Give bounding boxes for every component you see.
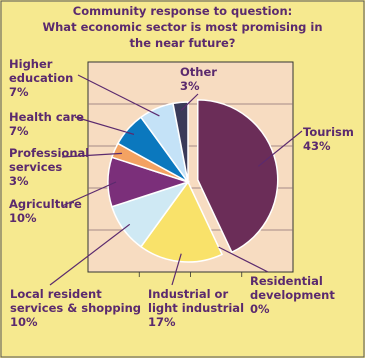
label-local-line-1: Local resident: [10, 287, 102, 301]
label-other: Other 3%: [180, 65, 217, 93]
label-other-name: Other: [180, 65, 217, 79]
leader-line-professional: [61, 152, 122, 158]
label-residential: Residential development 0%: [250, 274, 335, 316]
leader-line-health-care: [74, 116, 135, 135]
pie-slice-other: [172, 101, 189, 183]
label-health-name: Health care: [9, 110, 84, 124]
label-residential-pct: 0%: [250, 302, 270, 316]
label-industrial-line-1: Industrial or: [148, 287, 229, 301]
label-residential-line-2: development: [250, 288, 335, 302]
label-health-pct: 7%: [9, 124, 29, 138]
leader-line-residential: [218, 246, 269, 273]
label-agriculture-name: Agriculture: [9, 197, 82, 211]
chart-title-line-2: What economic sector is most promising i…: [42, 20, 323, 34]
label-higher-pct: 7%: [9, 85, 29, 99]
label-professional-line-1: Professional: [9, 146, 90, 160]
label-tourism: Tourism 43%: [303, 125, 354, 153]
leader-line-agriculture: [61, 181, 117, 207]
pie-slices: [107, 99, 279, 263]
label-industrial-pct: 17%: [148, 315, 176, 329]
pie-slice-industrial-or-light-industrial: [139, 180, 224, 263]
label-professional: Professional services 3%: [9, 146, 89, 188]
label-higher-education: Higher education 7%: [9, 57, 73, 99]
label-local-pct: 10%: [10, 315, 38, 329]
label-higher-line-1: Higher: [9, 57, 53, 71]
chart-title-line-3: the near future?: [129, 36, 236, 50]
label-other-pct: 3%: [180, 79, 200, 93]
leader-line-tourism: [257, 130, 303, 167]
leader-line-local-resident: [49, 223, 131, 286]
leader-line-higher-education: [77, 74, 160, 117]
leader-line-other: [180, 93, 199, 111]
label-industrial: Industrial or light industrial 17%: [148, 287, 244, 329]
label-health-care: Health care 7%: [9, 110, 84, 138]
label-agriculture-pct: 10%: [9, 211, 37, 225]
label-industrial-line-2: light industrial: [148, 301, 245, 315]
label-higher-line-2: education: [9, 71, 74, 85]
leader-lines: [49, 74, 303, 286]
chart-title: Community response to question: What eco…: [0, 3, 365, 51]
pie-slice-tourism: [197, 99, 279, 254]
label-professional-pct: 3%: [9, 174, 29, 188]
leader-line-industrial: [171, 253, 182, 286]
label-professional-line-2: services: [9, 160, 63, 174]
label-residential-line-1: Residential: [250, 274, 323, 288]
chart-title-line-1: Community response to question:: [72, 4, 293, 18]
label-local-resident: Local resident services & shopping 10%: [10, 287, 141, 329]
label-local-line-2: services & shopping: [10, 301, 142, 315]
label-agriculture: Agriculture 10%: [9, 197, 82, 225]
label-tourism-name: Tourism: [303, 125, 354, 139]
label-tourism-pct: 43%: [303, 139, 331, 153]
